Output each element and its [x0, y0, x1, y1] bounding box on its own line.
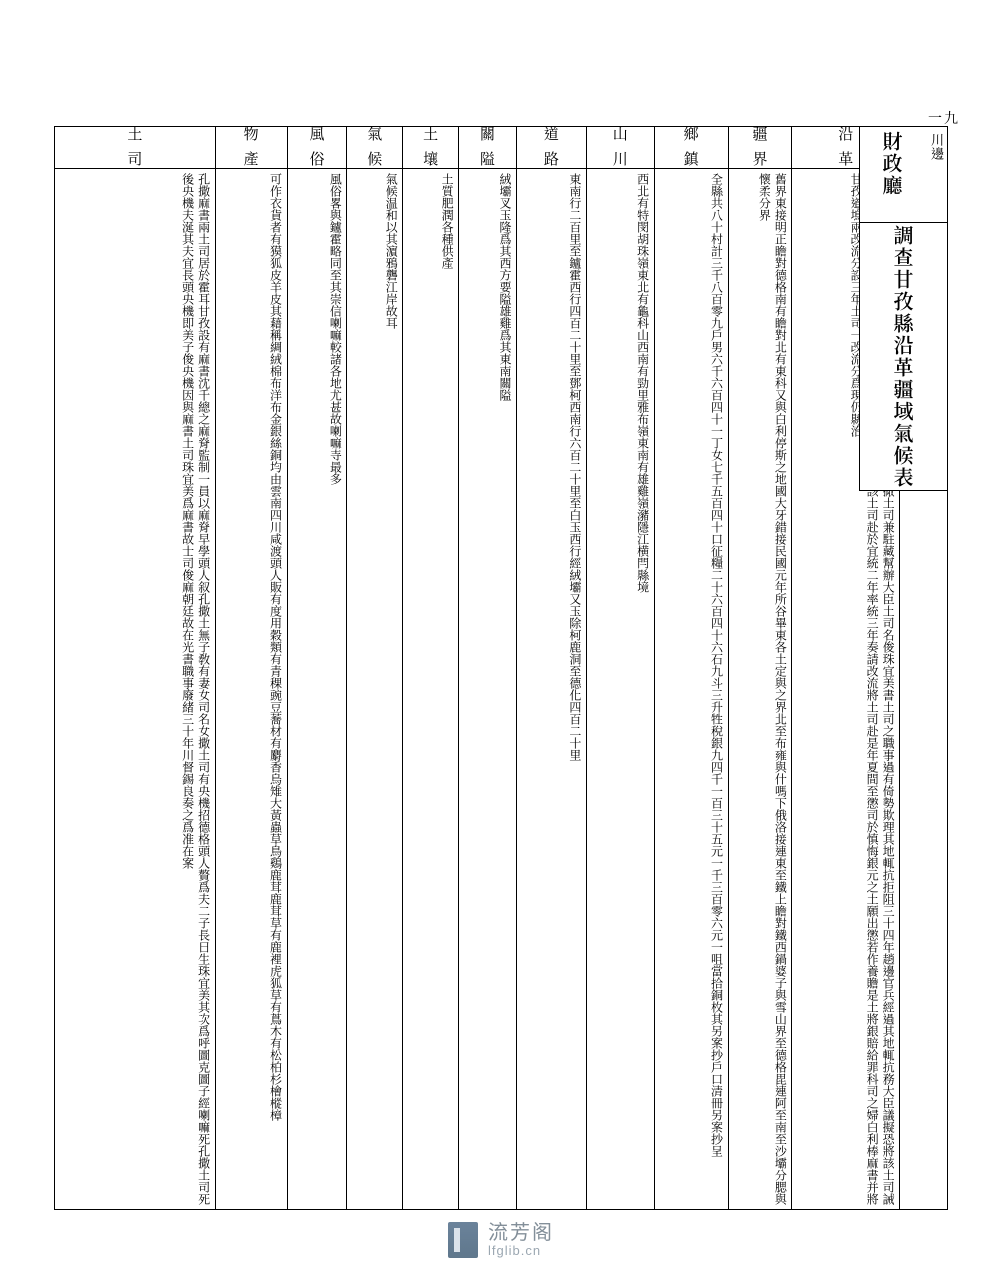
column-shanchuan: 山川西北有特閔胡珠嶺東北有龜科山西南有勁里雅布嶺東南有雄雞嶺瀦隱江横閂縣境 — [586, 127, 654, 1209]
header-shanchuan: 山川 — [587, 127, 654, 169]
cell-qihou: 氣候温和以其濵鴉礱江岸故耳 — [347, 169, 402, 1209]
cell-fengsu: 風俗畧與鑪霍略同至其崇信喇嘛較諸各地尤甚故喇嘛寺最多 — [288, 169, 347, 1209]
document-frame: 川邊 財政廳 調查甘孜縣沿革疆域氣候表 治所縣署借住鍋莊無城垣依山麓爲市場沿革甘… — [54, 126, 948, 1210]
header-daolu: 道路 — [517, 127, 586, 169]
column-guanai: 關隘絨壩叉玉隆爲其西方要隘雄雞爲其東南關隘 — [458, 127, 516, 1209]
cell-wuchan: 可作衣貨者有獏狐皮羊皮其藉稱綢絨棉布洋布金銀絲銅均由雲南四川咸渡頭人販有度用穀類… — [216, 169, 287, 1209]
column-fengsu: 風俗風俗畧與鑪霍略同至其崇信喇嘛較諸各地尤甚故喇嘛寺最多 — [287, 127, 347, 1209]
column-qihou: 氣候氣候温和以其濵鴉礱江岸故耳 — [346, 127, 402, 1209]
header-jiangjie: 疆界 — [729, 127, 792, 169]
watermark-text-cn: 流芳阁 — [488, 1222, 554, 1244]
survey-table: 治所縣署借住鍋莊無城垣依山麓爲市場沿革甘孜地面原爲孔撒土司所属前清光緒三十年川督… — [55, 127, 947, 1209]
column-daolu: 道路東南行二百里至鑪霍西行四百二十里至鄧柯西南行六百二十里至白玉西行經絨壩又玉除… — [516, 127, 586, 1209]
header-turang: 土壤 — [403, 127, 458, 169]
column-tusi: 土司孔撒麻書兩土司居於霍耳甘孜設有麻書沈千總之麻脊監制一員以麻脊早學頭人叙孔撒土… — [55, 127, 215, 1209]
column-turang: 土壤土質肥潤各種供產 — [402, 127, 458, 1209]
header-fengsu: 風俗 — [288, 127, 347, 169]
cell-guanai: 絨壩叉玉隆爲其西方要隘雄雞爲其東南關隘 — [459, 169, 516, 1209]
cell-xiangzhen: 全縣共八十村計三千八百零九戶男六千六百四十一丁女七千五百四十口征糧二十六百四十六… — [655, 169, 728, 1209]
header-wuchan: 物產 — [216, 127, 287, 169]
cell-turang: 土質肥潤各種供產 — [403, 169, 458, 1209]
header-qihou: 氣候 — [347, 127, 402, 169]
title-main-lower: 調查甘孜縣沿革疆域氣候表 — [859, 223, 947, 491]
column-xiangzhen: 鄉鎮全縣共八十村計三千八百零九戶男六千六百四十一丁女七千五百四十口征糧二十六百四… — [654, 127, 728, 1209]
cell-shanchuan: 西北有特閔胡珠嶺東北有龜科山西南有勁里雅布嶺東南有雄雞嶺瀦隱江横閂縣境 — [587, 169, 654, 1209]
title-main-upper: 財政廳 — [860, 127, 925, 222]
column-wuchan: 物產可作衣貨者有獏狐皮羊皮其藉稱綢絨棉布洋布金銀絲銅均由雲南四川咸渡頭人販有度用… — [215, 127, 287, 1209]
header-xiangzhen: 鄉鎮 — [655, 127, 728, 169]
title-region: 川邊 — [925, 127, 947, 222]
cell-jiangjie: 舊界東接明正瞻對德格南有瞻對北有東科又與白利停斯之地國大牙錯接民國元年所谷畢東各… — [729, 169, 792, 1209]
column-jiangjie: 疆界舊界東接明正瞻對德格南有瞻對北有東科又與白利停斯之地國大牙錯接民國元年所谷畢… — [728, 127, 792, 1209]
watermark-logo-icon — [448, 1222, 478, 1258]
cell-daolu: 東南行二百里至鑪霍西行四百二十里至鄧柯西南行六百二十里至白玉西行經絨壩又玉除柯鹿… — [517, 169, 586, 1209]
header-guanai: 關隘 — [459, 127, 516, 169]
page-number: 一九 — [928, 108, 960, 128]
title-block-top: 川邊 財政廳 — [859, 127, 947, 223]
watermark-footer: 流芳阁 lfglib.cn — [0, 1222, 1002, 1258]
cell-tusi: 孔撒麻書兩土司居於霍耳甘孜設有麻書沈千總之麻脊監制一員以麻脊早學頭人叙孔撒土無子… — [55, 169, 215, 1209]
watermark-text-en: lfglib.cn — [488, 1244, 554, 1258]
header-tusi: 土司 — [55, 127, 215, 169]
